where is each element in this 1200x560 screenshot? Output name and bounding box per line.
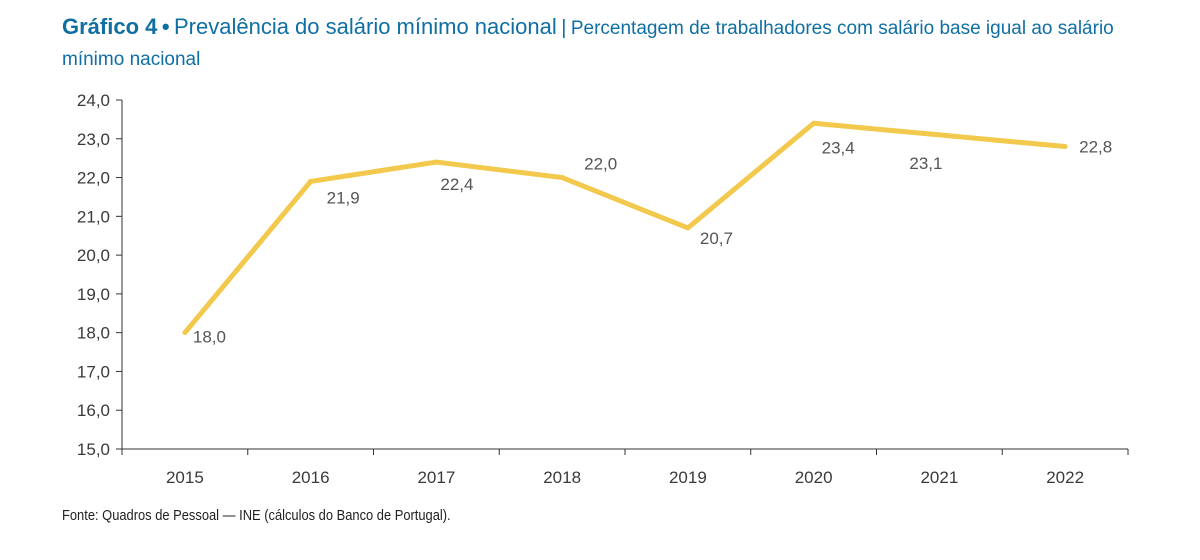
chart-title: Gráfico 4 • Prevalência do salário mínim… bbox=[62, 12, 1172, 76]
title-separator: | bbox=[561, 17, 567, 39]
line-chart: 15,0 16,0 17,0 18,0 19,0 20,0 21,0 22,0 23,0 24,0… bbox=[77, 91, 1129, 487]
title-bullet: • bbox=[161, 14, 170, 39]
data-label: 23,4 bbox=[822, 138, 855, 157]
series-line-group bbox=[182, 120, 1068, 336]
data-label: 18,0 bbox=[193, 328, 226, 347]
y-tick-label: 15,0 bbox=[77, 440, 110, 459]
data-label: 20,7 bbox=[700, 229, 733, 248]
data-point bbox=[182, 330, 188, 336]
y-tick-label: 18,0 bbox=[77, 324, 110, 343]
chart-subtitle: Percentagem de trabalhadores com salário… bbox=[62, 18, 1114, 70]
data-label: 23,1 bbox=[909, 154, 942, 173]
y-tick-label: 22,0 bbox=[77, 169, 110, 188]
x-tick-label: 2020 bbox=[795, 468, 833, 487]
chart-title-lead: Gráfico 4 bbox=[62, 14, 158, 39]
x-tick-label: 2018 bbox=[543, 468, 581, 487]
y-tick-label: 20,0 bbox=[77, 246, 110, 265]
x-tick-label: 2017 bbox=[417, 468, 455, 487]
y-tick-label: 19,0 bbox=[77, 285, 110, 304]
y-tick-label: 24,0 bbox=[77, 91, 110, 110]
data-point bbox=[559, 175, 565, 181]
data-point bbox=[308, 178, 314, 184]
y-tick-label: 16,0 bbox=[77, 401, 110, 420]
data-point bbox=[811, 120, 817, 126]
data-label: 22,0 bbox=[584, 155, 617, 174]
data-point bbox=[685, 225, 691, 231]
chart-title-main: Prevalência do salário mínimo nacional bbox=[173, 14, 557, 39]
series-line bbox=[182, 120, 1066, 335]
data-point bbox=[936, 132, 942, 138]
x-tick-label: 2016 bbox=[292, 468, 330, 487]
data-label: 22,8 bbox=[1079, 138, 1112, 157]
x-axis: 2015 2016 2017 2018 2019 2020 2021 2022 bbox=[121, 448, 1129, 487]
y-tick-label: 17,0 bbox=[77, 362, 110, 381]
y-tick-label: 23,0 bbox=[77, 130, 110, 149]
data-label: 22,4 bbox=[440, 175, 473, 194]
x-tick-label: 2019 bbox=[669, 468, 707, 487]
y-tick-label: 21,0 bbox=[77, 207, 110, 226]
data-point bbox=[1062, 144, 1068, 150]
x-tick-label: 2022 bbox=[1046, 468, 1084, 487]
source-note: Fonte: Quadros de Pessoal — INE (cálculo… bbox=[62, 507, 451, 524]
x-tick-label: 2021 bbox=[920, 468, 958, 487]
x-tick-label: 2015 bbox=[166, 468, 204, 487]
data-label: 21,9 bbox=[327, 188, 360, 207]
y-axis: 15,0 16,0 17,0 18,0 19,0 20,0 21,0 22,0 23,0 24,0 bbox=[77, 91, 123, 459]
data-labels: 18,0 21,9 22,4 22,0 20,7 23,4 23,1 22,8 bbox=[193, 138, 1112, 347]
data-point bbox=[433, 159, 439, 165]
